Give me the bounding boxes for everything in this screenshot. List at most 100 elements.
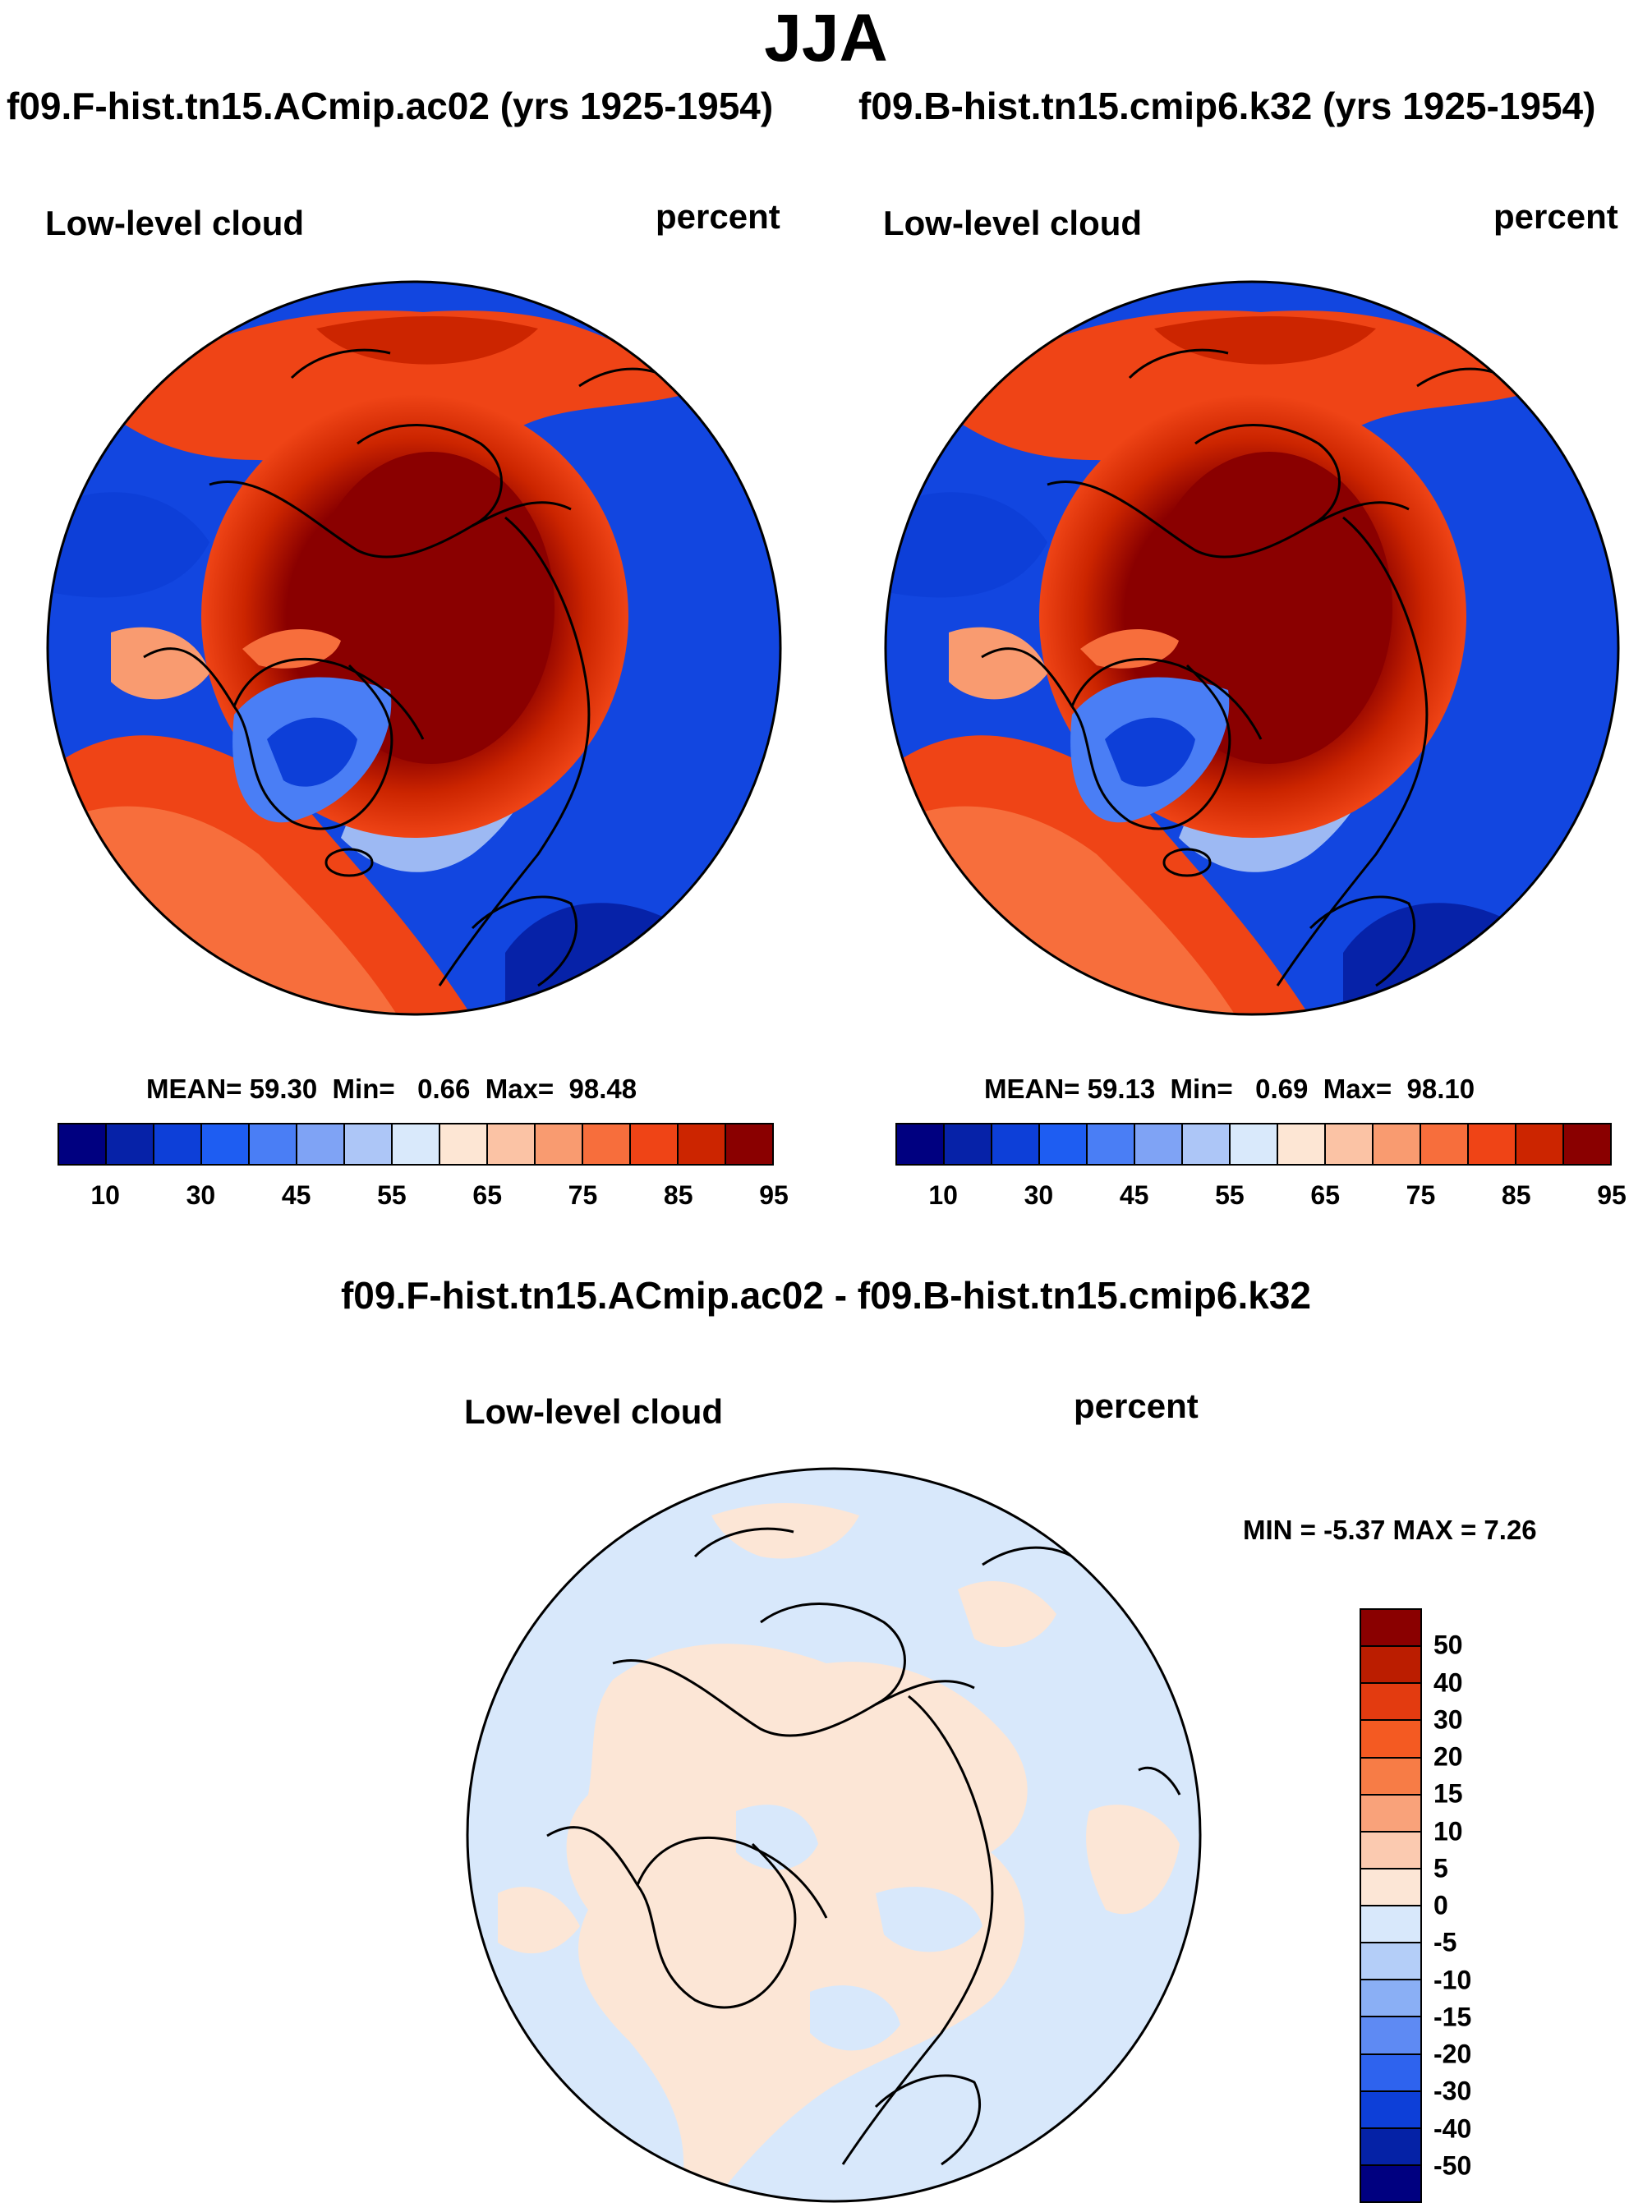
- cbar1-box-1: [107, 1124, 154, 1164]
- vbar-box-1: [1361, 1647, 1420, 1685]
- cbar2-box-4: [1088, 1124, 1135, 1164]
- vbar-label-30: 30: [1433, 1704, 1463, 1735]
- cbar1-box-0: [59, 1124, 107, 1164]
- vbar-label-15: 15: [1433, 1778, 1463, 1809]
- vbar-label--10: -10: [1433, 1965, 1472, 1994]
- vbar-box-4: [1361, 1758, 1420, 1796]
- vbar-box-5: [1361, 1795, 1420, 1833]
- cbar1-box-10: [536, 1124, 583, 1164]
- cbar2-box-2: [992, 1124, 1040, 1164]
- panel2-max: 98.10: [1406, 1074, 1475, 1104]
- cbar2-box-9: [1326, 1124, 1374, 1164]
- vbar-box-6: [1361, 1832, 1420, 1869]
- panel1-mean: 59.30: [249, 1074, 318, 1104]
- panel2-colorbar: [895, 1123, 1612, 1166]
- cbar1-box-8: [440, 1124, 488, 1164]
- panel2-units-label: percent: [1493, 197, 1618, 236]
- difference-positive-region: [566, 1644, 1028, 2201]
- cbar1-box-2: [154, 1124, 202, 1164]
- cbar2-box-10: [1374, 1124, 1421, 1164]
- vbar-label--5: -5: [1433, 1927, 1457, 1957]
- panel1-max: 98.48: [568, 1074, 637, 1104]
- cbar2-ticks-label-85: 85: [1501, 1180, 1531, 1210]
- cbar2-box-6: [1183, 1124, 1231, 1164]
- vbar-box-7: [1361, 1869, 1420, 1906]
- cbar1-box-9: [488, 1124, 536, 1164]
- vbar-box-15: [1361, 2165, 1420, 2201]
- cbar1-ticks-label-95: 95: [759, 1180, 789, 1210]
- cbar2-box-13: [1516, 1124, 1564, 1164]
- difference-map: [466, 1467, 1202, 2203]
- vbar-box-14: [1361, 2128, 1420, 2166]
- difference-minmax: MIN = -5.37 MAX = 7.26: [1243, 1515, 1537, 1545]
- cbar2-box-5: [1135, 1124, 1183, 1164]
- cbar2-box-7: [1231, 1124, 1278, 1164]
- cbar2-ticks-label-55: 55: [1215, 1180, 1245, 1210]
- vbar-box-12: [1361, 2054, 1420, 2092]
- cbar1-ticks-label-65: 65: [472, 1180, 502, 1210]
- panel2-variable-label: Low-level cloud: [883, 204, 1143, 242]
- cbar1-box-7: [393, 1124, 440, 1164]
- cbar1-box-11: [583, 1124, 631, 1164]
- difference-title: f09.F-hist.tn15.ACmip.ac02 - f09.B-hist.…: [340, 1274, 1312, 1317]
- cbar2-ticks-label-75: 75: [1406, 1180, 1436, 1210]
- cbar2-ticks-label-45: 45: [1119, 1180, 1149, 1210]
- cbar2-ticks-label-30: 30: [1024, 1180, 1054, 1210]
- vbar-box-2: [1361, 1684, 1420, 1722]
- vbar-label--30: -30: [1433, 2076, 1472, 2106]
- cbar1-ticks-label-45: 45: [281, 1180, 311, 1210]
- cbar1-ticks-label-75: 75: [568, 1180, 598, 1210]
- cbar2-ticks-label-10: 10: [928, 1180, 958, 1210]
- cbar1-box-4: [250, 1124, 297, 1164]
- panel1-case-title: f09.F-hist.tn15.ACmip.ac02 (yrs 1925-195…: [7, 85, 774, 127]
- cbar2-ticks-label-95: 95: [1597, 1180, 1627, 1210]
- difference-variable-label: Low-level cloud: [464, 1392, 724, 1431]
- cbar1-ticks-label-10: 10: [90, 1180, 120, 1210]
- vbar-label--15: -15: [1433, 2002, 1472, 2032]
- vbar-box-8: [1361, 1906, 1420, 1944]
- vbar-label--40: -40: [1433, 2113, 1472, 2143]
- panel2-case-title: f09.B-hist.tn15.cmip6.k32 (yrs 1925-1954…: [858, 85, 1596, 127]
- figure-title: JJA: [764, 1, 888, 76]
- cbar2-box-14: [1564, 1124, 1610, 1164]
- panel1-stats: MEAN= 59.30 Min= 0.66 Max= 98.48: [146, 1074, 637, 1104]
- vbar-label-50: 50: [1433, 1630, 1463, 1660]
- panel1-map: [46, 280, 782, 1016]
- panel2-map: [884, 280, 1620, 1016]
- difference-coastlines: [546, 1527, 1181, 2166]
- cbar2-box-0: [897, 1124, 945, 1164]
- vbar-box-9: [1361, 1943, 1420, 1981]
- panel2-stats: MEAN= 59.13 Min= 0.69 Max= 98.10: [984, 1074, 1475, 1104]
- cbar2-ticks-label-65: 65: [1310, 1180, 1340, 1210]
- vbar-box-3: [1361, 1721, 1420, 1759]
- cbar2-box-3: [1040, 1124, 1088, 1164]
- cbar1-box-12: [631, 1124, 679, 1164]
- vbar-label--20: -20: [1433, 2039, 1472, 2069]
- cbar1-box-14: [726, 1124, 772, 1164]
- cbar2-box-11: [1421, 1124, 1469, 1164]
- panel2-min: 0.69: [1255, 1074, 1309, 1104]
- vbar-label-0: 0: [1433, 1890, 1448, 1920]
- cbar2-box-1: [945, 1124, 992, 1164]
- cbar1-ticks-label-30: 30: [186, 1180, 216, 1210]
- vbar-box-11: [1361, 2017, 1420, 2055]
- cbar1-ticks-label-85: 85: [663, 1180, 693, 1210]
- vbar-box-0: [1361, 1610, 1420, 1648]
- difference-colorbar: [1360, 1608, 1422, 2203]
- vbar-label-40: 40: [1433, 1667, 1463, 1697]
- cbar1-box-3: [202, 1124, 250, 1164]
- panel1-units-label: percent: [656, 197, 780, 236]
- cbar2-box-8: [1278, 1124, 1326, 1164]
- vbar-label-10: 10: [1433, 1816, 1463, 1846]
- panel1-min: 0.66: [417, 1074, 471, 1104]
- cbar1-box-13: [679, 1124, 726, 1164]
- cbar1-ticks-label-55: 55: [377, 1180, 407, 1210]
- panel1-variable-label: Low-level cloud: [45, 204, 305, 242]
- cbar2-box-12: [1469, 1124, 1516, 1164]
- vbar-label--50: -50: [1433, 2150, 1472, 2181]
- panel2-mean: 59.13: [1087, 1074, 1156, 1104]
- vbar-label-5: 5: [1433, 1853, 1448, 1883]
- vbar-label-20: 20: [1433, 1741, 1463, 1772]
- vbar-box-13: [1361, 2091, 1420, 2129]
- cbar1-box-5: [297, 1124, 345, 1164]
